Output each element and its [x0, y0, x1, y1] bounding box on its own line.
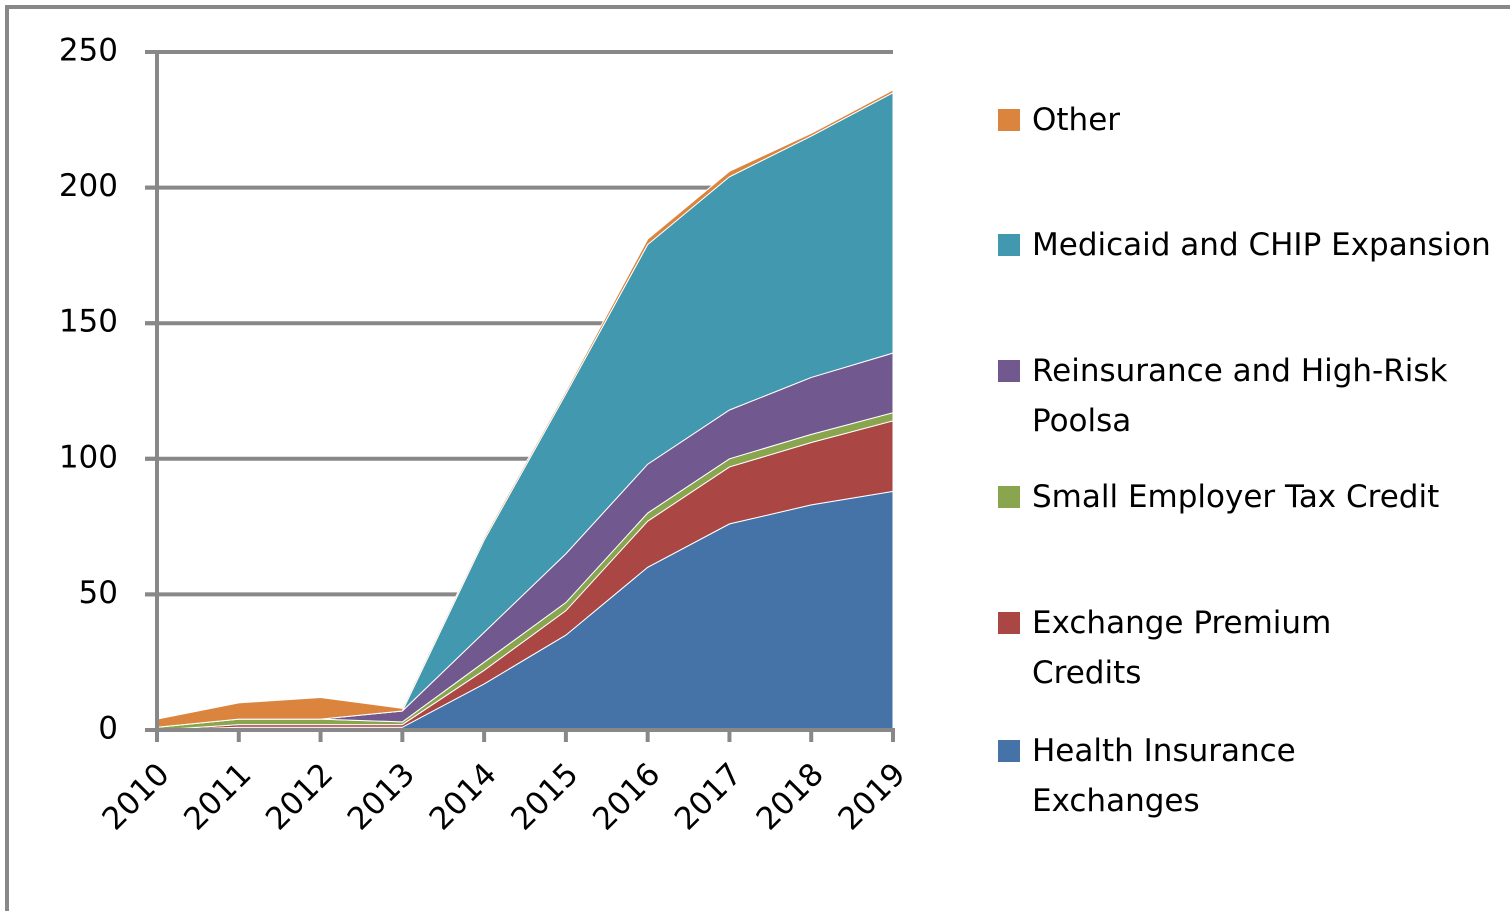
x-tick-label: 2010: [95, 756, 176, 837]
legend-swatch: [998, 740, 1020, 762]
y-tick-label: 50: [79, 575, 118, 611]
x-tick-label: 2016: [586, 756, 667, 837]
y-tick-label: 0: [98, 711, 118, 747]
frame: [5, 5, 1510, 911]
legend-item: Medicaid and CHIP Expansion: [998, 220, 1498, 270]
legend-item: Health Insurance Exchanges: [998, 726, 1498, 826]
area: [156, 89, 894, 728]
legend-label: Small Employer Tax Credit: [1032, 479, 1440, 515]
legend-swatch: [998, 486, 1020, 508]
y-tick-label: 200: [59, 168, 118, 204]
legend-item: Small Employer Tax Credit: [998, 472, 1498, 522]
x-tick-label: 2015: [504, 756, 585, 837]
legend-label: Exchange Premium Credits: [1032, 605, 1332, 691]
y-tick-label: 100: [59, 439, 118, 475]
x-tick-label: 2019: [831, 756, 912, 837]
y-tick-label: 250: [59, 33, 118, 69]
x-tick-label: 2014: [423, 756, 504, 837]
legend-swatch: [998, 109, 1020, 131]
legend-label: Medicaid and CHIP Expansion: [1032, 227, 1491, 263]
legend-item: Exchange Premium Credits: [998, 598, 1498, 698]
legend-swatch: [998, 612, 1020, 634]
x-tick-label: 2017: [668, 756, 749, 837]
legend-swatch: [998, 234, 1020, 256]
x-tick-label: 2013: [341, 756, 422, 837]
legend-label: Reinsurance and High-Risk Poolsa: [1032, 353, 1448, 439]
legend-item: Reinsurance and High-Risk Poolsa: [998, 346, 1498, 446]
y-tick-label: 150: [59, 304, 118, 340]
x-tick-label: 2018: [750, 756, 831, 837]
legend-label: Other: [1032, 102, 1121, 138]
x-tick-label: 2012: [259, 756, 340, 837]
legend-swatch: [998, 360, 1020, 382]
legend-label: Health Insurance Exchanges: [1032, 733, 1296, 819]
legend-item: Other: [998, 95, 1498, 145]
x-tick-label: 2011: [177, 756, 258, 837]
areas: [156, 89, 894, 731]
